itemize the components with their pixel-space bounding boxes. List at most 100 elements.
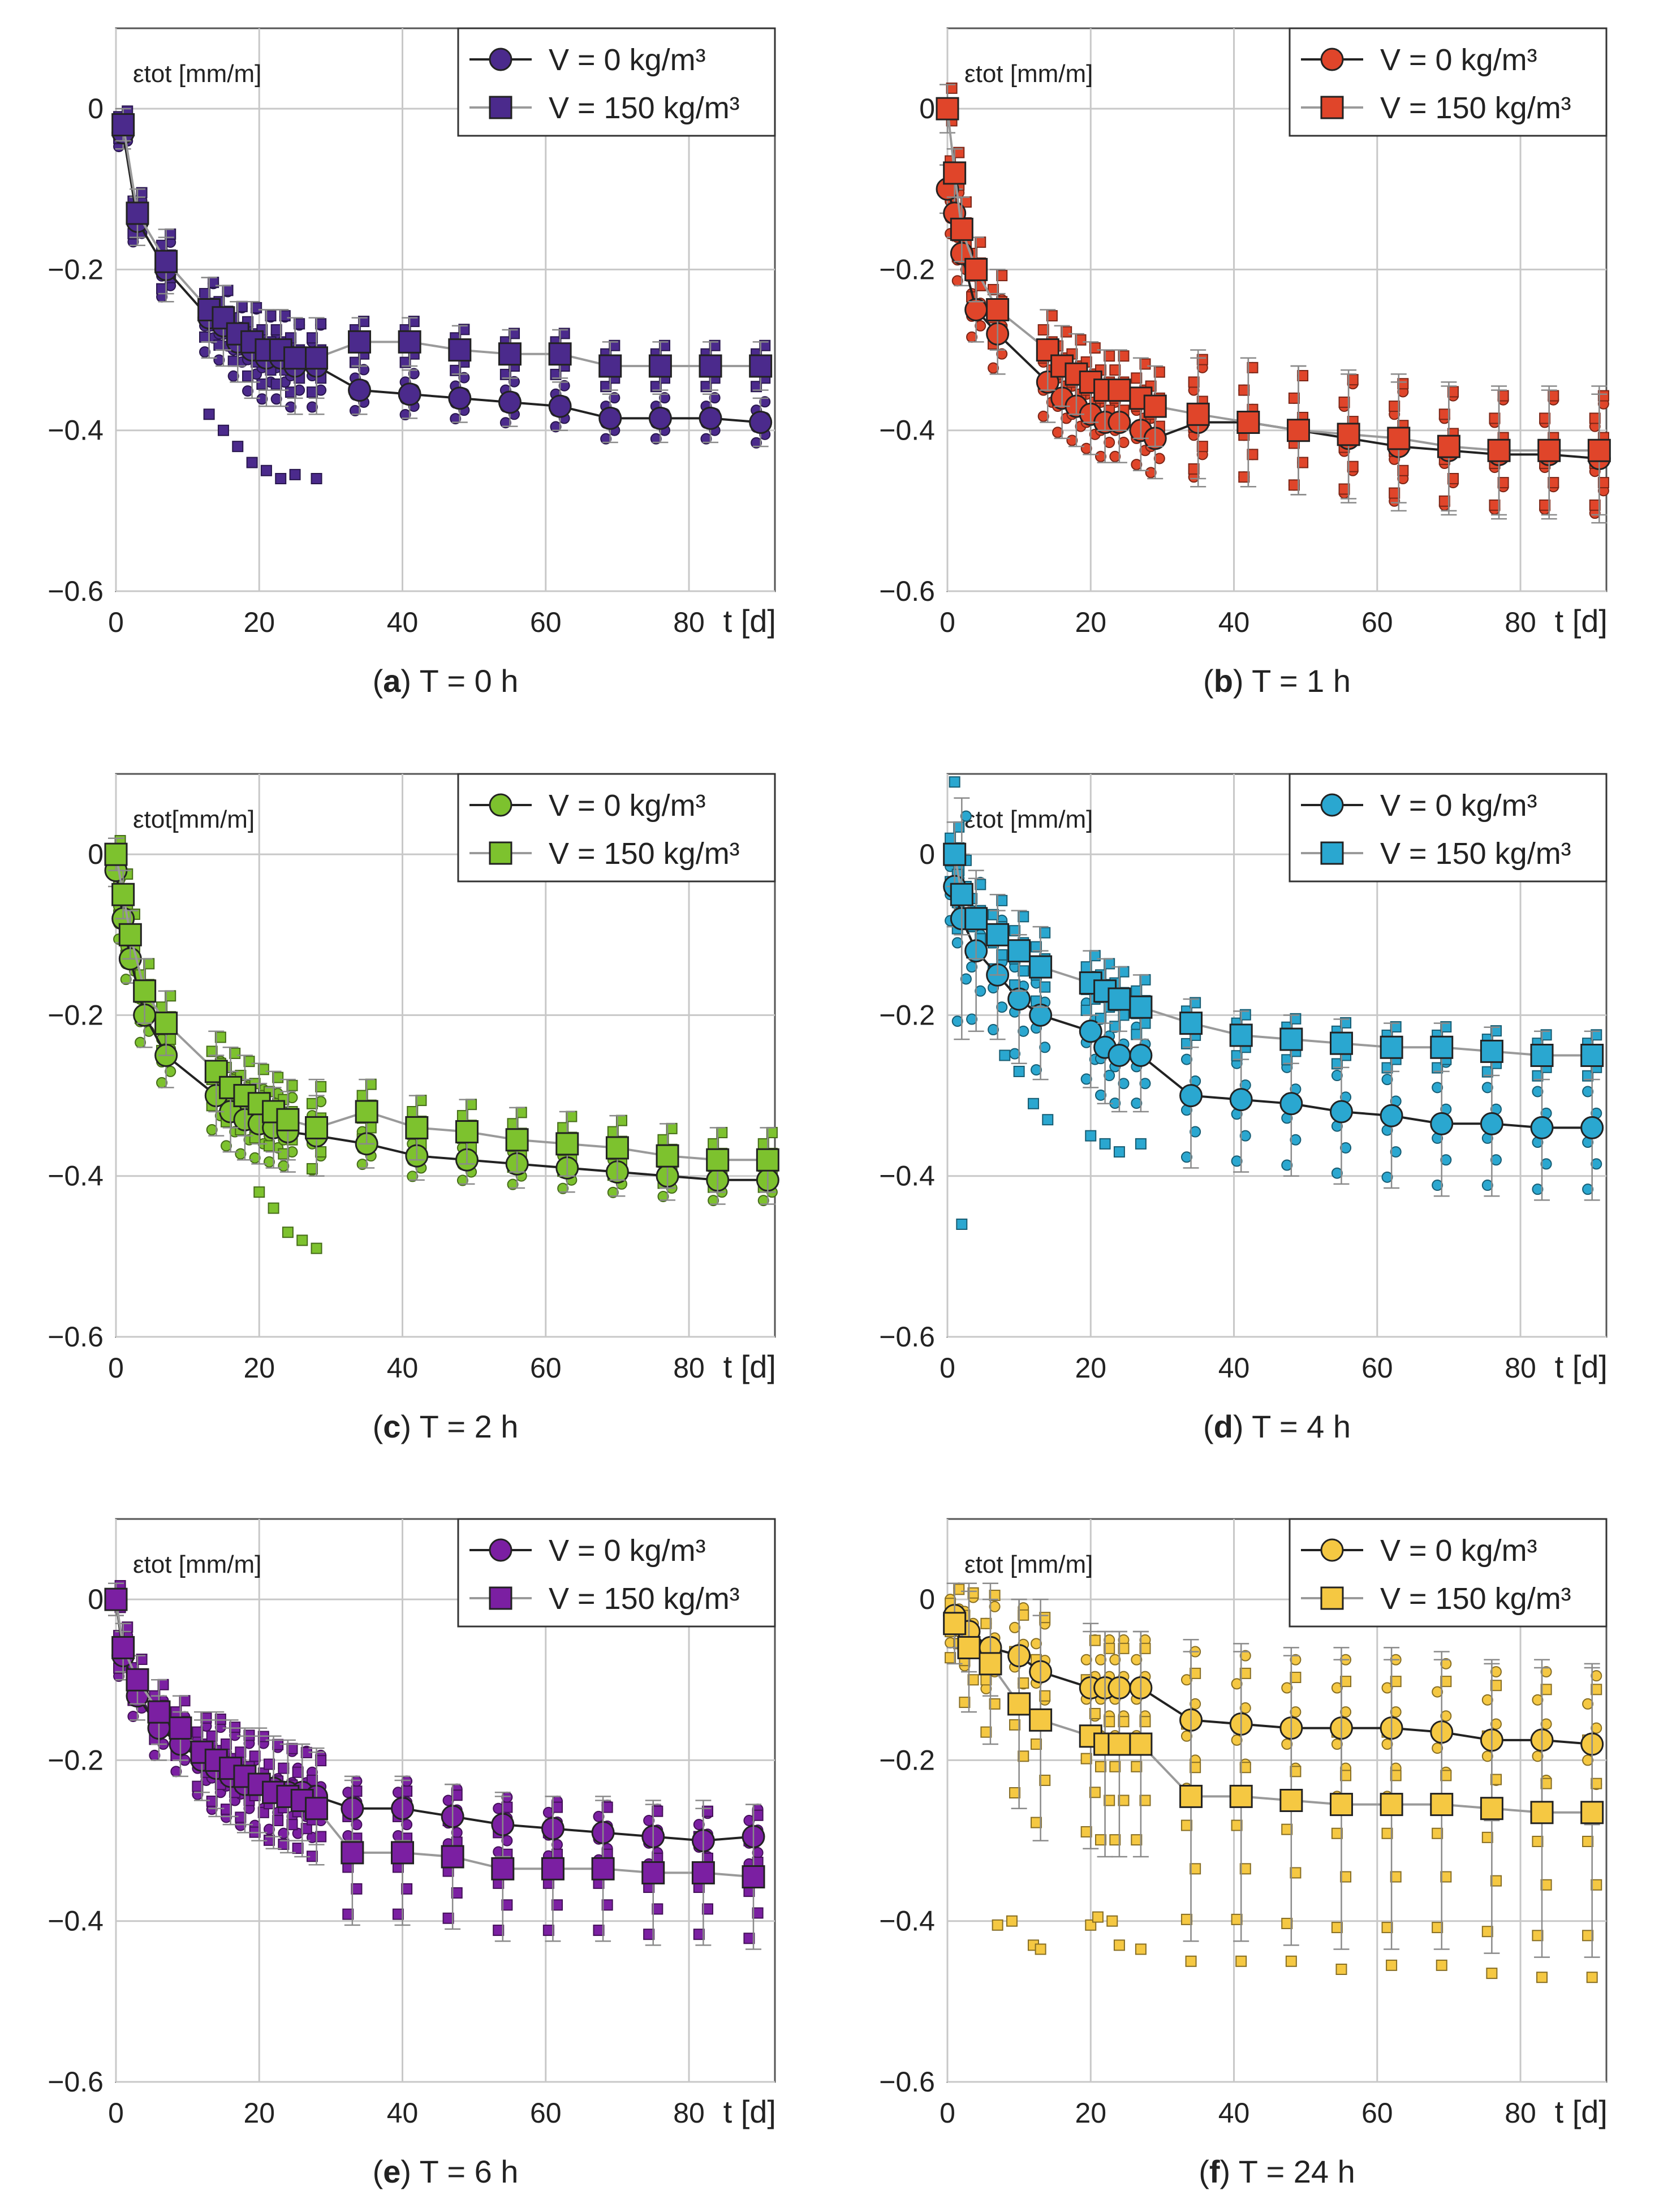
- outlier-point: [1185, 1955, 1197, 1967]
- mean-marker-v150: [964, 907, 988, 931]
- y-tick-label: −0.2: [48, 253, 104, 285]
- data-point-v150: [1582, 1070, 1594, 1082]
- data-point-v150: [1239, 1009, 1251, 1021]
- mean-marker-v150: [1179, 1784, 1203, 1808]
- y-tick-label: −0.6: [48, 2066, 104, 2098]
- data-point-v150: [306, 1098, 318, 1109]
- data-point-v0: [1582, 1184, 1594, 1195]
- data-point-v0: [306, 401, 318, 413]
- data-point-v150: [1018, 1609, 1029, 1621]
- data-point-v0: [1190, 1698, 1201, 1710]
- data-point-v150: [1290, 1672, 1302, 1684]
- data-point-v0: [235, 1148, 247, 1160]
- data-point-v150: [493, 1925, 505, 1936]
- mean-marker-v150: [656, 1144, 679, 1168]
- data-point-v0: [270, 393, 282, 405]
- data-point-v150: [1338, 483, 1350, 495]
- x-tick-label: 0: [940, 1352, 955, 1384]
- data-point-v150: [1009, 1787, 1021, 1798]
- data-point-v150: [315, 1755, 327, 1767]
- data-point-v0: [1540, 1158, 1552, 1170]
- mean-marker-v150: [154, 249, 178, 273]
- data-point-v150: [1432, 1062, 1443, 1074]
- data-point-v150: [1582, 1930, 1594, 1942]
- mean-marker-v150: [1380, 1035, 1403, 1059]
- data-point-v150: [235, 1746, 247, 1758]
- mean-marker-v150: [1537, 438, 1561, 462]
- data-point-v150: [1490, 1025, 1502, 1037]
- data-point-v150: [257, 1806, 269, 1818]
- data-point-v150: [1281, 1823, 1293, 1835]
- data-point-v0: [1231, 1155, 1243, 1167]
- mean-marker-v150: [1530, 1801, 1554, 1824]
- data-point-v150: [1018, 1677, 1029, 1689]
- data-point-v150: [1039, 927, 1051, 939]
- data-point-v150: [616, 1114, 628, 1126]
- data-point-v0: [156, 1077, 168, 1088]
- data-point-v0: [458, 372, 470, 384]
- mean-marker-v150: [1108, 987, 1131, 1011]
- outlier-point: [289, 468, 301, 480]
- data-point-v150: [221, 1804, 232, 1815]
- data-point-v150: [1481, 1926, 1493, 1938]
- data-point-v0: [1331, 1738, 1343, 1750]
- data-point-v150: [1340, 1770, 1352, 1781]
- y-tick-label: −0.2: [879, 253, 935, 285]
- data-point-v150: [515, 1107, 527, 1118]
- data-point-v150: [1180, 1038, 1192, 1049]
- data-point-v150: [1018, 1750, 1029, 1762]
- mean-marker-v0: [1430, 1112, 1454, 1135]
- data-point-v150: [1447, 386, 1459, 398]
- data-point-v150: [1331, 1058, 1343, 1070]
- data-point-v150: [1438, 408, 1450, 420]
- data-point-v0: [1094, 450, 1106, 462]
- data-point-v0: [1481, 1180, 1493, 1191]
- data-point-v150: [285, 386, 296, 398]
- chart-panel-e: 0−0.2−0.4−0.60 20 40 60 80 t [d]εtot [mm/m] V …: [48, 1518, 776, 2189]
- data-point-v150: [1297, 457, 1309, 468]
- data-point-v150: [1188, 376, 1200, 388]
- data-point-v0: [1481, 1694, 1493, 1706]
- mean-marker-v150: [1186, 402, 1210, 426]
- x-tick-label: 40: [387, 606, 419, 638]
- data-point-v0: [249, 1152, 261, 1164]
- mean-marker-v150: [1480, 1797, 1503, 1821]
- data-point-v0: [1131, 1098, 1143, 1109]
- outlier-point: [1135, 1138, 1147, 1150]
- data-point-v0: [1432, 1082, 1443, 1094]
- data-point-v150: [1190, 1863, 1201, 1875]
- x-tick-label: 0: [940, 606, 955, 638]
- data-point-v150: [1238, 471, 1250, 483]
- data-point-v150: [306, 386, 318, 398]
- legend-marker: [1320, 793, 1344, 817]
- data-point-v150: [1104, 1642, 1115, 1654]
- mean-marker-v150: [305, 1797, 329, 1821]
- data-point-v0: [1340, 1706, 1352, 1718]
- data-point-v0: [1080, 1073, 1092, 1085]
- x-tick-label: 40: [387, 2097, 419, 2129]
- data-point-v0: [1009, 1048, 1021, 1060]
- data-point-v0: [1118, 1078, 1130, 1090]
- data-point-v150: [306, 1774, 318, 1786]
- data-point-v0: [593, 1810, 605, 1822]
- data-point-v0: [1239, 1702, 1251, 1714]
- mean-marker-v150: [699, 354, 722, 378]
- data-point-v150: [1290, 1766, 1302, 1778]
- data-point-v150: [700, 381, 712, 393]
- data-point-v150: [709, 339, 721, 351]
- data-point-v0: [609, 392, 620, 404]
- mean-marker-v150: [348, 330, 372, 354]
- data-point-v0: [1031, 1638, 1042, 1650]
- data-point-v150: [652, 1903, 663, 1915]
- data-point-v150: [401, 1785, 413, 1797]
- outlier-point: [1035, 1943, 1046, 1955]
- data-point-v150: [1540, 1778, 1552, 1789]
- mean-marker-v0: [1530, 1116, 1554, 1139]
- legend-label: V = 0 kg/m³: [549, 789, 706, 823]
- mean-marker-v150: [1007, 1692, 1031, 1716]
- outlier-point: [275, 473, 287, 484]
- data-point-v0: [278, 1160, 290, 1172]
- y-tick-label: −0.2: [879, 999, 935, 1031]
- data-point-v0: [1331, 1070, 1343, 1082]
- data-point-v0: [1180, 1730, 1192, 1742]
